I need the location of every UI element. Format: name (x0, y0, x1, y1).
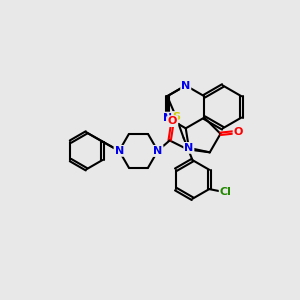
Text: S: S (172, 112, 180, 122)
Text: N: N (181, 80, 190, 91)
Text: N: N (153, 146, 162, 156)
Text: N: N (153, 146, 162, 156)
Text: N: N (163, 112, 172, 123)
Text: Cl: Cl (220, 187, 232, 197)
Text: N: N (184, 143, 194, 153)
Text: N: N (115, 146, 124, 156)
Text: O: O (233, 127, 243, 137)
Text: O: O (168, 116, 177, 126)
